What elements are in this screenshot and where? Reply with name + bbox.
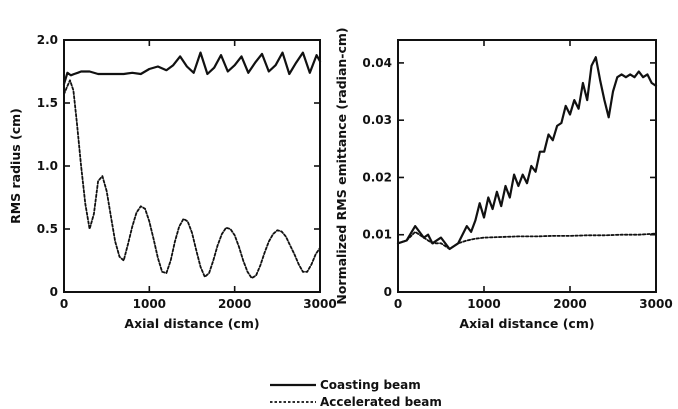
legend-label-accelerated: Accelerated beam xyxy=(320,395,442,409)
x-axis-label: Axial distance (cm) xyxy=(124,316,259,331)
x-tick-label: 1000 xyxy=(133,297,166,311)
y-tick-label: 2.0 xyxy=(37,33,58,47)
plot-frame xyxy=(63,39,321,293)
series-line-coasting xyxy=(62,51,322,86)
plot-frame xyxy=(397,39,657,293)
x-tick-label: 3000 xyxy=(639,297,672,311)
legend-label-coasting: Coasting beam xyxy=(320,378,421,392)
y-tick-label: 0 xyxy=(384,285,392,299)
x-tick-label: 2000 xyxy=(218,297,251,311)
y-tick-label: 0.04 xyxy=(362,56,392,70)
y-tick-label: 0 xyxy=(50,285,58,299)
series-line-accelerated xyxy=(63,79,321,279)
y-tick-label: 0.03 xyxy=(362,113,392,127)
x-tick-label: 1000 xyxy=(467,297,500,311)
y-tick-label: 0.5 xyxy=(37,222,58,236)
y-axis-label: Normalized RMS emittance (radian-cm) xyxy=(334,27,349,304)
rms-emittance-chart: 0 1000 2000 3000 0 0.01 0.02 0.03 0.04 Axial dist… xyxy=(334,27,673,331)
series-line-coasting xyxy=(396,56,658,251)
x-tick-label: 3000 xyxy=(303,297,336,311)
x-axis-label: Axial distance (cm) xyxy=(459,316,594,331)
x-tick-label: 0 xyxy=(60,297,68,311)
y-tick-label: 1.5 xyxy=(37,96,58,110)
y-axis-label: RMS radius (cm) xyxy=(8,108,23,224)
series-line-accelerated xyxy=(397,231,657,250)
x-tick-label: 2000 xyxy=(553,297,586,311)
y-tick-label: 0.01 xyxy=(362,228,392,242)
y-tick-label: 0.02 xyxy=(362,170,392,184)
rms-radius-chart: 0 1000 2000 3000 0 0.5 1.0 1.5 2.0 Axial distance… xyxy=(8,33,337,331)
y-tick-label: 1.0 xyxy=(37,159,58,173)
legend: Coasting beam Accelerated beam xyxy=(270,378,442,409)
x-tick-label: 0 xyxy=(394,297,402,311)
